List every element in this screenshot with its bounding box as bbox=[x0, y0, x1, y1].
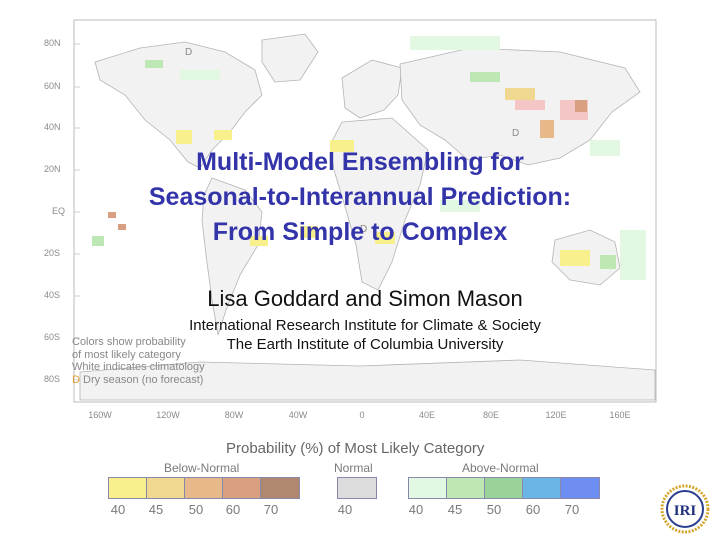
below-swatch-60 bbox=[223, 478, 261, 498]
legend-note-line-1: Colors show probability bbox=[72, 336, 186, 348]
lon-label-160e: 160E bbox=[609, 410, 631, 420]
above-normal-swatches bbox=[408, 477, 600, 499]
dry-marker-na: D bbox=[185, 47, 192, 58]
lat-label-60n: 60N bbox=[44, 81, 61, 91]
legend-note-line-2: of most likely category bbox=[72, 348, 181, 361]
slide-title: Multi-Model Ensembling for Seasonal-to-I… bbox=[60, 145, 660, 250]
europe-outline bbox=[341, 59, 403, 119]
below-tick-45: 45 bbox=[148, 502, 164, 517]
lat-label-40n: 40N bbox=[44, 122, 61, 132]
authors: Lisa Goddard and Simon Mason bbox=[207, 286, 523, 311]
below-swatch-50 bbox=[185, 478, 223, 498]
dry-marker-africa: D bbox=[360, 224, 367, 235]
above-swatch-40 bbox=[409, 478, 447, 498]
legend-note-line-4: D Dry season (no forecast) bbox=[72, 374, 232, 387]
affiliation-line-2: The Earth Institute of Columbia Universi… bbox=[226, 336, 504, 353]
below-tick-70: 70 bbox=[263, 502, 279, 517]
iri-globe-logo-icon: IRI bbox=[660, 484, 710, 534]
forecast-probability-cells bbox=[92, 36, 646, 280]
lon-label-40w: 40W bbox=[288, 410, 308, 420]
title-line-3: From Simple to Complex bbox=[212, 218, 508, 246]
below-normal-swatches bbox=[108, 477, 300, 499]
above-swatch-70 bbox=[561, 478, 599, 498]
lon-label-40e: 40E bbox=[418, 410, 436, 420]
below-tick-60: 60 bbox=[225, 502, 241, 517]
dry-marker-asia: D bbox=[512, 128, 519, 139]
normal-label: Normal bbox=[334, 461, 373, 475]
iri-logo-text: IRI bbox=[674, 503, 697, 519]
greenland-outline bbox=[261, 33, 319, 83]
lat-label-80s: 80S bbox=[44, 374, 61, 384]
south-america-outline bbox=[201, 177, 263, 336]
normal-swatches bbox=[337, 477, 377, 499]
antarctica-outline bbox=[79, 359, 656, 401]
lon-label-160w: 160W bbox=[88, 410, 112, 420]
below-tick-40: 40 bbox=[110, 502, 126, 517]
lon-label-80e: 80E bbox=[482, 410, 500, 420]
below-tick-50: 50 bbox=[188, 502, 204, 517]
above-swatch-45 bbox=[447, 478, 485, 498]
below-swatch-40 bbox=[109, 478, 147, 498]
above-tick-50: 50 bbox=[486, 502, 502, 517]
above-tick-70: 70 bbox=[564, 502, 580, 517]
africa-outline bbox=[329, 117, 429, 291]
legend-note-dry-text: Dry season (no forecast) bbox=[83, 373, 204, 386]
legend-note-dry-marker: D bbox=[72, 373, 80, 386]
above-tick-60: 60 bbox=[525, 502, 541, 517]
above-swatch-50 bbox=[485, 478, 523, 498]
affiliation: International Research Institute for Cli… bbox=[60, 316, 670, 354]
lon-label-120e: 120E bbox=[545, 410, 567, 420]
lat-label-80n: 80N bbox=[44, 38, 61, 48]
below-normal-label: Below-Normal bbox=[164, 461, 240, 475]
below-swatch-45 bbox=[147, 478, 185, 498]
below-swatch-70 bbox=[261, 478, 299, 498]
lat-label-20n: 20N bbox=[44, 164, 61, 174]
title-line-2: Seasonal-to-Interannual Prediction: bbox=[148, 183, 572, 211]
above-normal-label: Above-Normal bbox=[462, 461, 539, 475]
normal-swatch-40 bbox=[338, 478, 376, 498]
above-tick-45: 45 bbox=[447, 502, 463, 517]
grid-tick-marks bbox=[74, 43, 80, 381]
lat-label-40s: 40S bbox=[44, 290, 61, 300]
above-swatch-60 bbox=[523, 478, 561, 498]
title-line-1: Multi-Model Ensembling for bbox=[196, 148, 524, 176]
normal-tick-40: 40 bbox=[337, 502, 353, 517]
probability-legend-title: Probability (%) of Most Likely Category bbox=[226, 440, 485, 457]
lat-label-60s: 60S bbox=[44, 332, 61, 342]
lon-label-0: 0 bbox=[359, 410, 365, 420]
affiliation-line-1: International Research Institute for Cli… bbox=[189, 317, 541, 334]
lat-label-eq: EQ bbox=[52, 206, 66, 216]
legend-note-line-3: White indicates climatology bbox=[72, 361, 205, 373]
lon-label-80w: 80W bbox=[224, 410, 244, 420]
above-tick-40: 40 bbox=[408, 502, 424, 517]
dry-season-markers: D D D bbox=[185, 47, 519, 235]
lon-label-120w: 120W bbox=[156, 410, 180, 420]
map-legend-note: Colors show probability of most likely c… bbox=[72, 336, 232, 386]
lat-label-20s: 20S bbox=[44, 248, 61, 258]
